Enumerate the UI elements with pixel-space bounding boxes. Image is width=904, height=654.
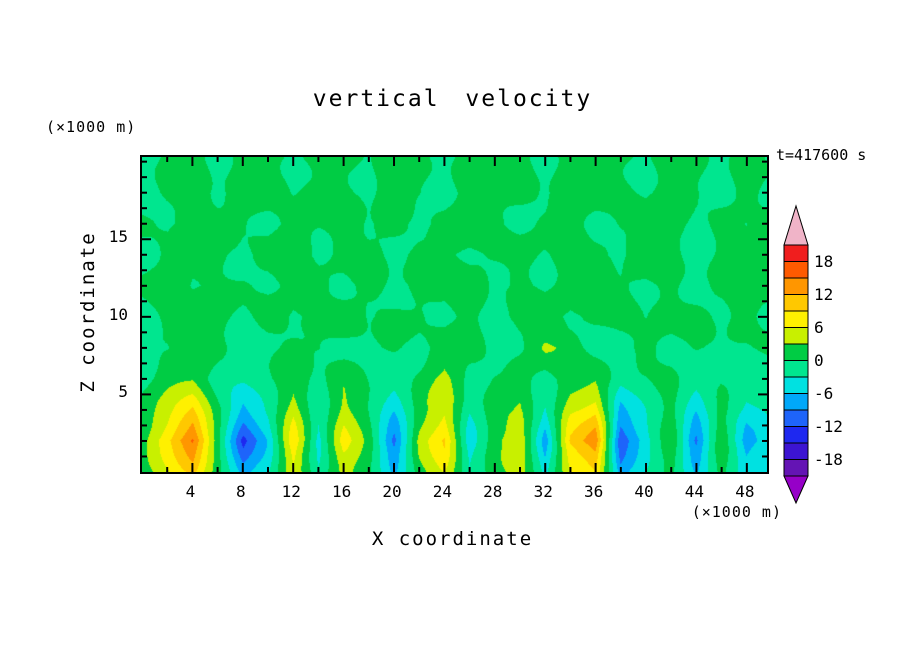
colorbar-label: 6 — [814, 317, 824, 337]
x-tick-label: 44 — [684, 482, 705, 501]
plot-area — [140, 155, 769, 474]
x-tick-label: 20 — [382, 482, 402, 501]
colorbar-label: 0 — [814, 350, 824, 370]
x-tick-label: 48 — [735, 482, 755, 501]
x-tick-label: 4 — [185, 482, 196, 501]
time-stamp: t=417600 s — [776, 146, 867, 164]
x-tick-label: 12 — [281, 482, 301, 501]
contour-field — [142, 157, 767, 472]
y-axis-unit-label: (×1000 m) — [46, 118, 137, 136]
x-axis-unit-label: (×1000 m) — [691, 503, 782, 521]
x-tick-label: 36 — [583, 482, 604, 501]
colorbar — [783, 204, 809, 505]
x-tick-label: 40 — [634, 482, 654, 501]
y-tick-label: 5 — [118, 382, 128, 402]
x-tick-label: 8 — [235, 482, 246, 501]
colorbar-label: 12 — [814, 284, 834, 304]
colorbar-label: -18 — [814, 449, 843, 469]
x-tick-label: 16 — [331, 482, 352, 501]
x-axis-title: X coordinate — [371, 528, 534, 550]
colorbar-label: 18 — [814, 251, 834, 271]
x-tick-label: 32 — [533, 482, 553, 501]
chart-title: vertical velocity — [312, 86, 593, 112]
x-tick-label: 24 — [432, 482, 453, 501]
colorbar-label: -6 — [814, 383, 834, 403]
axis-ticks — [142, 157, 767, 472]
y-tick-label: 10 — [108, 304, 128, 324]
y-tick-label: 15 — [108, 227, 128, 247]
x-tick-label: 28 — [483, 482, 503, 501]
colorbar-label: -12 — [814, 416, 843, 436]
